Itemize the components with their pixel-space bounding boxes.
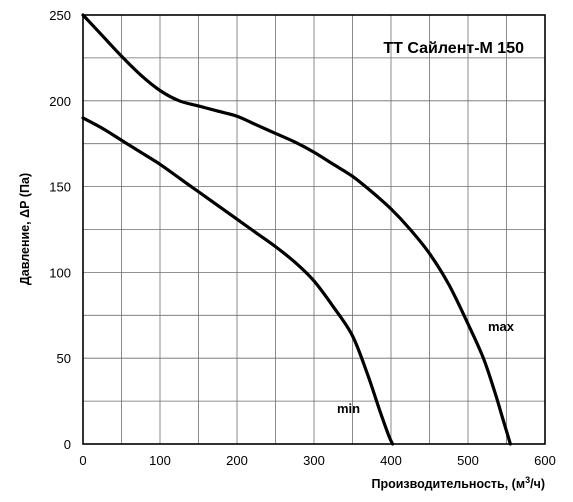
series-label-max: max <box>488 319 515 334</box>
y-tick-label: 200 <box>49 94 71 109</box>
x-axis-title-end: /ч) <box>530 477 545 491</box>
series-line-max <box>81 13 512 446</box>
series-label-min: min <box>337 401 360 416</box>
chart-title: TT Сайлент-М 150 <box>383 40 524 57</box>
y-tick-label: 100 <box>49 265 71 280</box>
curves <box>81 13 512 446</box>
y-tick-label: 250 <box>49 8 71 23</box>
series-line-min <box>81 116 395 446</box>
x-tick-label: 200 <box>226 453 248 468</box>
x-axis-title-sup: 3 <box>525 475 530 485</box>
tick-labels: 0 100 200 300 400 500 600 0 50 100 150 200 250 <box>49 8 556 468</box>
x-tick-label: 600 <box>534 453 556 468</box>
x-axis-title-main: Производительность, (м <box>371 477 525 491</box>
grid <box>83 15 545 444</box>
y-tick-label: 50 <box>57 351 71 366</box>
x-tick-label: 500 <box>457 453 479 468</box>
x-axis-title: Производительность, (м3/ч) <box>371 475 545 491</box>
x-tick-label: 400 <box>380 453 402 468</box>
x-tick-label: 0 <box>79 453 86 468</box>
y-axis-title: Давление, ΔР (Па) <box>18 173 32 285</box>
y-tick-label: 150 <box>49 180 71 195</box>
plot-frame <box>82 14 546 445</box>
x-tick-label: 100 <box>149 453 171 468</box>
x-tick-label: 300 <box>303 453 325 468</box>
y-tick-label: 0 <box>64 437 71 452</box>
